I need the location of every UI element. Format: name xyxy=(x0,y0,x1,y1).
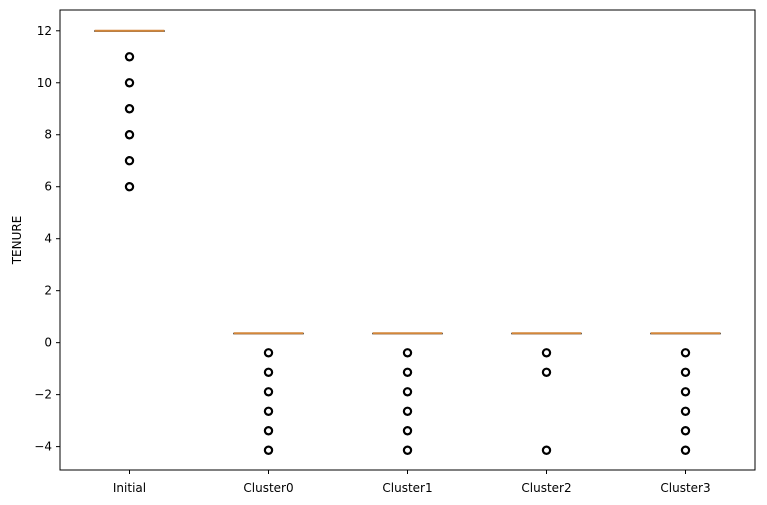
outlier-point xyxy=(402,348,413,358)
y-tick-label: 0 xyxy=(44,336,52,350)
outlier-point xyxy=(124,52,135,62)
x-tick-label: Cluster3 xyxy=(660,481,710,495)
outlier-point xyxy=(263,367,274,377)
x-tick-label: Cluster0 xyxy=(243,481,293,495)
outlier-point xyxy=(263,426,274,436)
plot-marks xyxy=(94,29,721,455)
box-initial xyxy=(94,29,165,192)
box-cluster1 xyxy=(372,332,443,455)
outlier-point xyxy=(680,426,691,436)
y-tick-label: 10 xyxy=(37,76,52,90)
axes-frame xyxy=(59,9,756,471)
outlier-point xyxy=(541,348,552,358)
outlier-point xyxy=(124,156,135,166)
outlier-point xyxy=(124,104,135,114)
y-tick-label: 4 xyxy=(44,232,52,246)
y-tick-label: 6 xyxy=(44,180,52,194)
y-tick-label: 8 xyxy=(44,128,52,142)
outlier-point xyxy=(680,406,691,416)
outlier-point xyxy=(402,367,413,377)
outlier-point xyxy=(124,130,135,140)
outlier-point xyxy=(541,445,552,455)
outlier-point xyxy=(680,387,691,397)
outlier-point xyxy=(124,78,135,88)
box-cluster0 xyxy=(233,332,304,455)
outlier-point xyxy=(263,445,274,455)
outlier-point xyxy=(263,348,274,358)
outlier-point xyxy=(680,445,691,455)
y-tick-label: −4 xyxy=(34,440,52,454)
outlier-point xyxy=(124,182,135,192)
x-tick-label: Initial xyxy=(113,481,146,495)
outlier-point xyxy=(541,367,552,377)
box-cluster2 xyxy=(511,332,582,455)
outlier-point xyxy=(402,445,413,455)
outlier-point xyxy=(680,367,691,377)
y-tick-label: 12 xyxy=(37,24,52,38)
outlier-point xyxy=(402,387,413,397)
y-tick-label: 2 xyxy=(44,284,52,298)
outlier-point xyxy=(402,406,413,416)
outlier-point xyxy=(263,387,274,397)
x-axis: Initial Cluster0 Cluster1 Cluster2 Cluster3 xyxy=(113,470,711,495)
y-axis-label: TENURE xyxy=(10,216,24,266)
box-cluster3 xyxy=(650,332,721,455)
outlier-point xyxy=(680,348,691,358)
x-tick-label: Cluster2 xyxy=(521,481,571,495)
y-tick-label: −2 xyxy=(34,388,52,402)
x-tick-label: Cluster1 xyxy=(382,481,432,495)
outlier-point xyxy=(402,426,413,436)
y-axis: −4 −2 0 2 4 6 8 10 12 xyxy=(34,24,60,454)
outlier-point xyxy=(263,406,274,416)
